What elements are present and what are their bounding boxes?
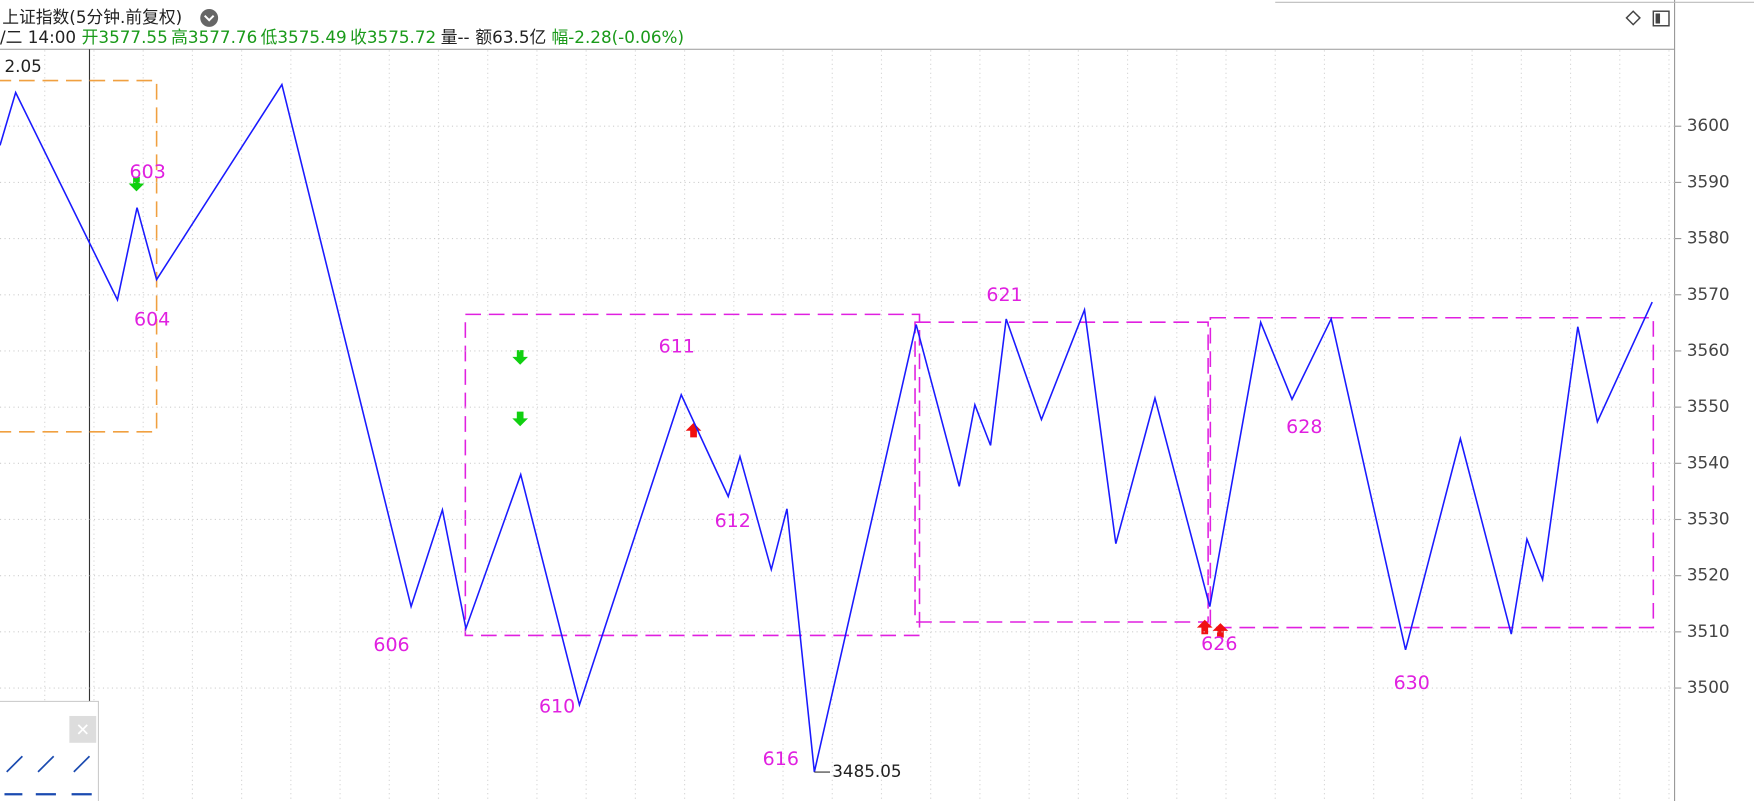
pivot-label: 628 — [1286, 416, 1322, 438]
range-box — [914, 321, 1209, 623]
tool-icon[interactable] — [6, 755, 91, 773]
y-tick-label: 3600 — [1687, 115, 1730, 135]
buy-arrow — [685, 422, 702, 438]
dropdown-chevron — [203, 14, 215, 22]
y-tick-label: 3560 — [1687, 340, 1730, 360]
close-icon — [77, 724, 88, 735]
y-tick-label: 3510 — [1687, 621, 1730, 641]
header-open: 开3577.55 — [82, 27, 168, 47]
header-high: 高3577.76 — [171, 27, 257, 47]
y-tick-label: 3590 — [1687, 171, 1730, 191]
range-box — [0, 79, 158, 433]
y-tick-label: 3500 — [1687, 677, 1730, 697]
pivot-label: 610 — [539, 696, 575, 718]
pivot-label: 603 — [130, 161, 166, 183]
header-low: 低3575.49 — [261, 27, 347, 47]
box-group — [0, 79, 1655, 637]
range-box — [464, 313, 921, 637]
pivot-label: 612 — [715, 510, 751, 532]
range-box — [1209, 316, 1655, 629]
pivot-label: 621 — [986, 284, 1022, 306]
y-tick-label: 3570 — [1687, 284, 1730, 304]
pivot-label: 606 — [373, 634, 409, 656]
pivot-label: 611 — [659, 335, 695, 357]
y-tick-label: 3520 — [1687, 565, 1730, 585]
header-time: /二 14:00 — [0, 27, 76, 47]
toolbox — [0, 700, 99, 801]
header-change: 幅-2.28(-0.06%) — [551, 27, 684, 47]
sell-arrow — [512, 350, 528, 365]
pivot-label: 630 — [1394, 672, 1430, 694]
y-tick-label: 3540 — [1687, 452, 1730, 472]
low-label: 3485.05 — [832, 761, 901, 781]
header-close: 收3575.72 — [350, 27, 436, 47]
chart-title: 上证指数(5分钟.前复权) — [2, 7, 182, 27]
header-amount: 额63.5亿 — [475, 27, 546, 47]
zigzag-line — [0, 82, 1653, 773]
pivot-label: 604 — [134, 308, 170, 330]
y-tick-label: 3550 — [1687, 396, 1730, 416]
dropdown-icon[interactable] — [200, 8, 219, 27]
diamond-icon[interactable] — [1625, 10, 1641, 26]
crosshair-label: 2.05 — [4, 56, 41, 76]
y-tick-label: 3580 — [1687, 228, 1730, 248]
y-tick-label: 3530 — [1687, 508, 1730, 528]
header-volume: 量-- — [441, 27, 470, 47]
panel-icon[interactable] — [1652, 10, 1670, 27]
panel-icon-fill — [1655, 13, 1661, 24]
pivot-label: 626 — [1201, 633, 1237, 655]
pivot-label: 616 — [763, 748, 799, 770]
sell-arrow — [512, 411, 528, 427]
